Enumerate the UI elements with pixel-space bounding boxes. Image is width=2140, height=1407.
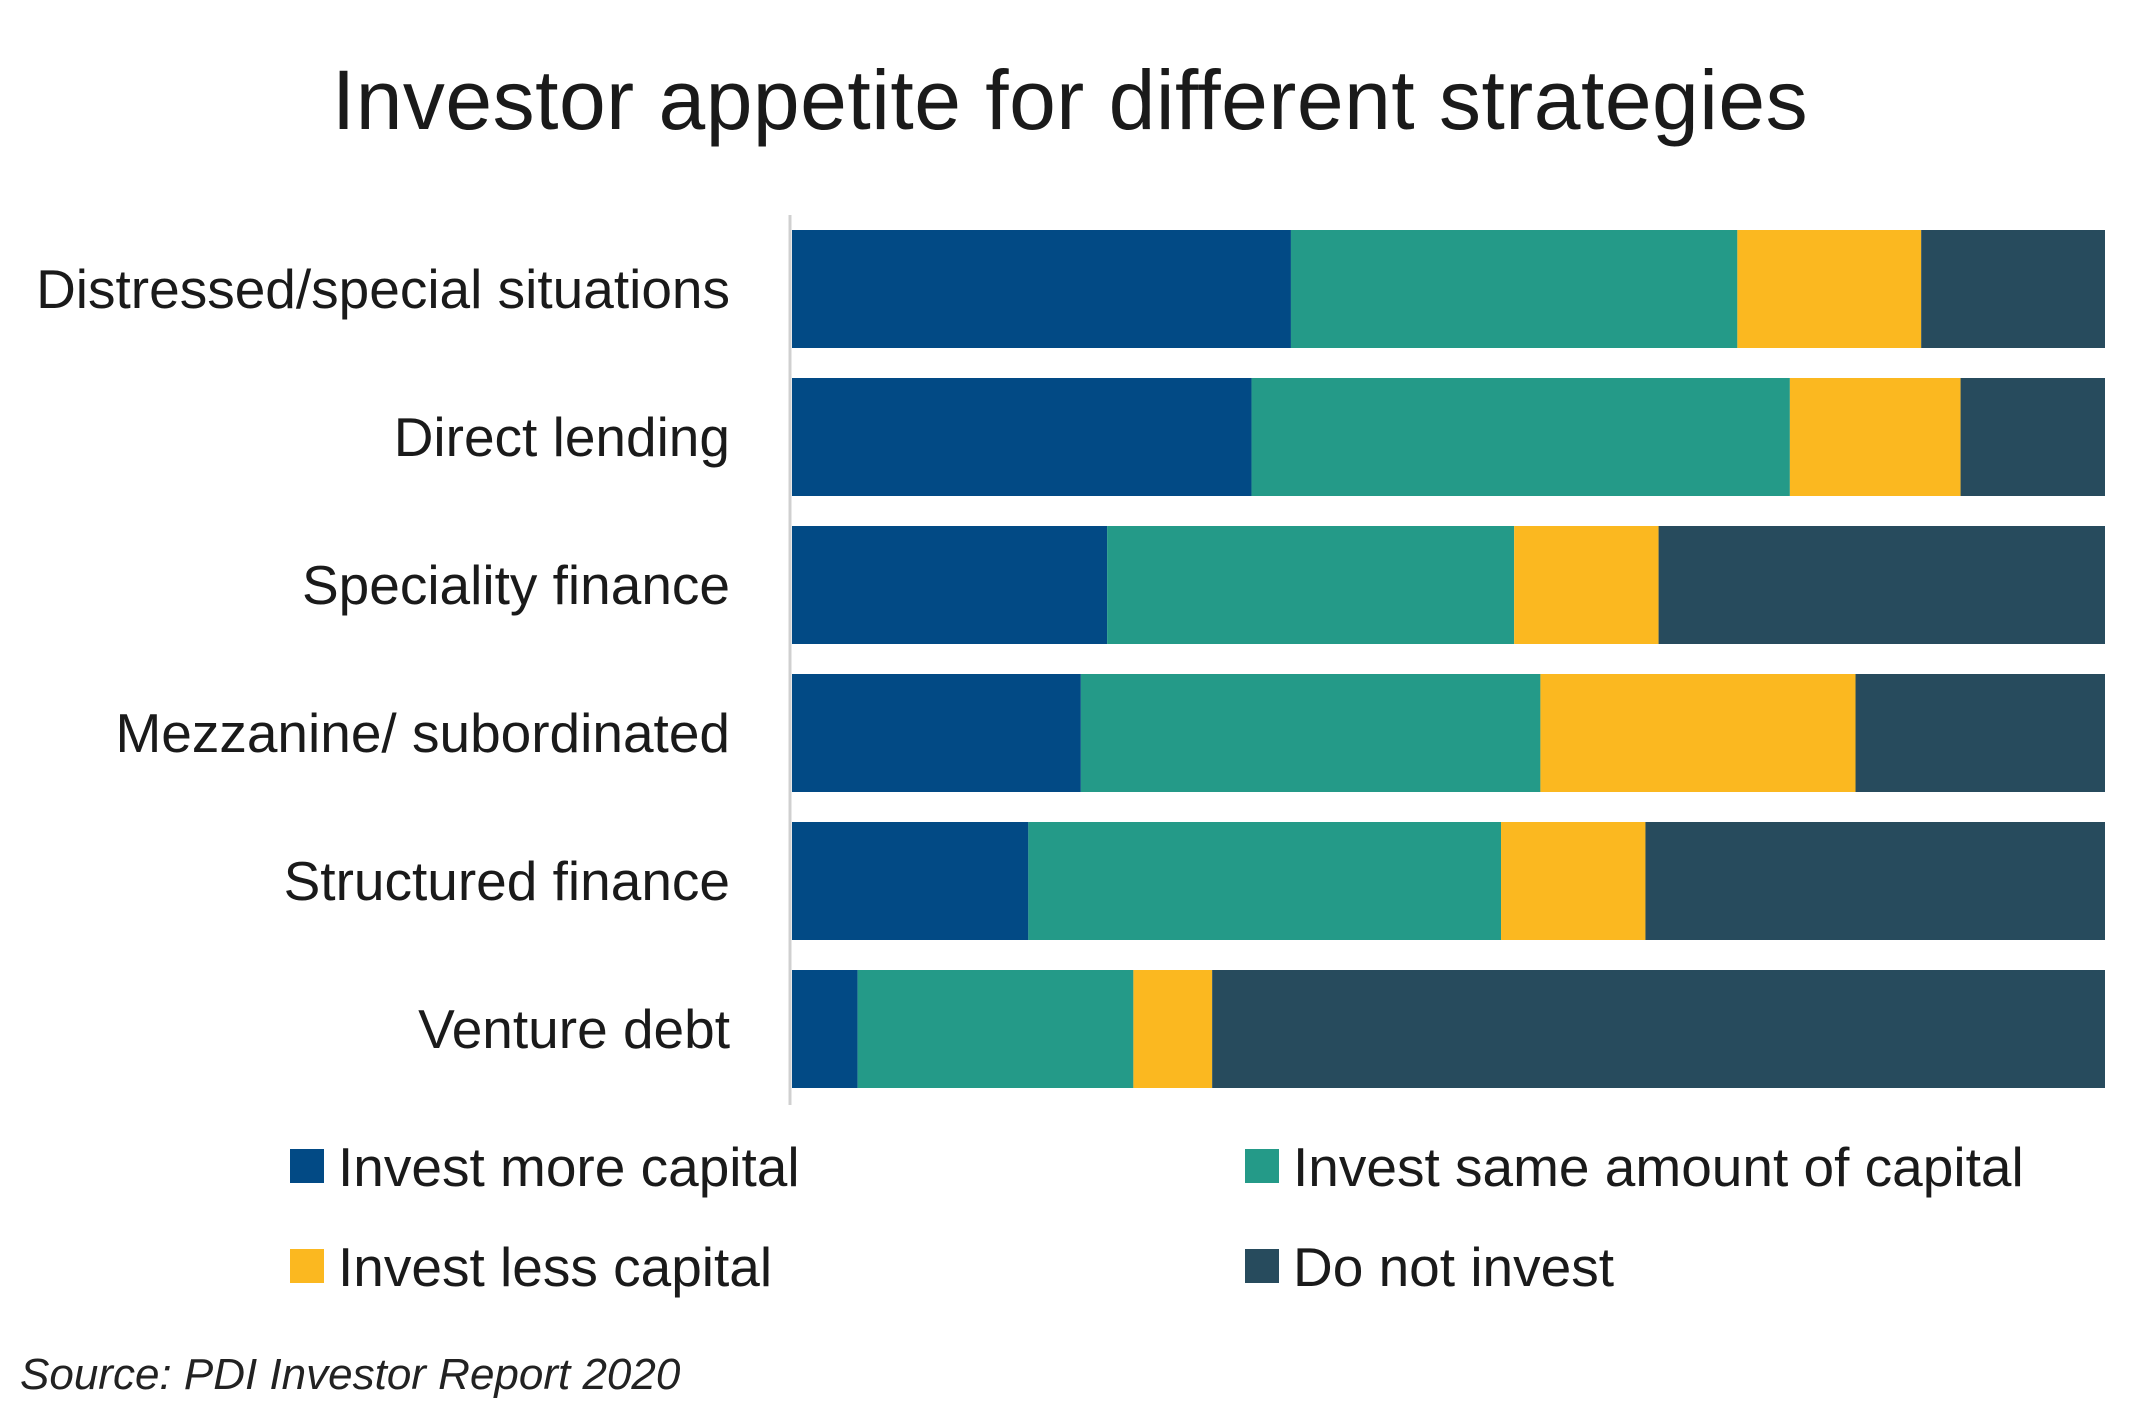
bar-segment <box>1212 970 2105 1088</box>
bar-segment <box>1501 822 1646 940</box>
bar-segment <box>1028 822 1502 940</box>
category-labels: Distressed/special situations Direct lend… <box>36 258 730 1060</box>
bar-segment <box>1133 970 1213 1088</box>
chart-title: Investor appetite for different strategi… <box>331 53 1809 147</box>
bar-segment <box>1080 674 1541 792</box>
bar-segment <box>1540 674 1856 792</box>
legend-swatch <box>290 1249 324 1283</box>
legend-swatch <box>290 1149 324 1183</box>
bar-segment <box>1921 230 2105 348</box>
bar-segment <box>792 526 1108 644</box>
bar-segment <box>792 378 1252 496</box>
category-label: Venture debt <box>418 998 730 1060</box>
bar-segment <box>1645 822 2105 940</box>
bar-segment <box>792 970 858 1088</box>
legend-label: Invest more capital <box>338 1136 800 1198</box>
bar-segment <box>1290 230 1738 348</box>
source-note: Source: PDI Investor Report 2020 <box>20 1350 681 1399</box>
bar-segment <box>857 970 1134 1088</box>
bar-segment <box>1658 526 2105 644</box>
category-label: Mezzanine/ subordinated <box>115 702 730 764</box>
bar-segment <box>1251 378 1790 496</box>
category-label: Speciality finance <box>302 554 730 616</box>
legend-label: Invest less capital <box>338 1236 772 1298</box>
category-label: Structured finance <box>284 850 730 912</box>
bar-segment <box>1737 230 1922 348</box>
legend: Invest more capital Invest same amount of… <box>290 1136 2024 1298</box>
category-label: Distressed/special situations <box>36 258 730 320</box>
legend-label: Do not invest <box>1293 1236 1614 1298</box>
legend-label: Invest same amount of capital <box>1293 1136 2024 1198</box>
bar-segment <box>1107 526 1515 644</box>
bar-segment <box>792 822 1029 940</box>
bar-segment <box>792 674 1081 792</box>
legend-swatch <box>1245 1149 1279 1183</box>
bar-segment <box>1514 526 1659 644</box>
bar-segment <box>1960 378 2105 496</box>
bars-layer <box>792 230 2105 1088</box>
bar-segment <box>1789 378 1961 496</box>
bar-segment <box>1855 674 2105 792</box>
category-label: Direct lending <box>394 406 730 468</box>
bar-segment <box>792 230 1291 348</box>
legend-swatch <box>1245 1249 1279 1283</box>
